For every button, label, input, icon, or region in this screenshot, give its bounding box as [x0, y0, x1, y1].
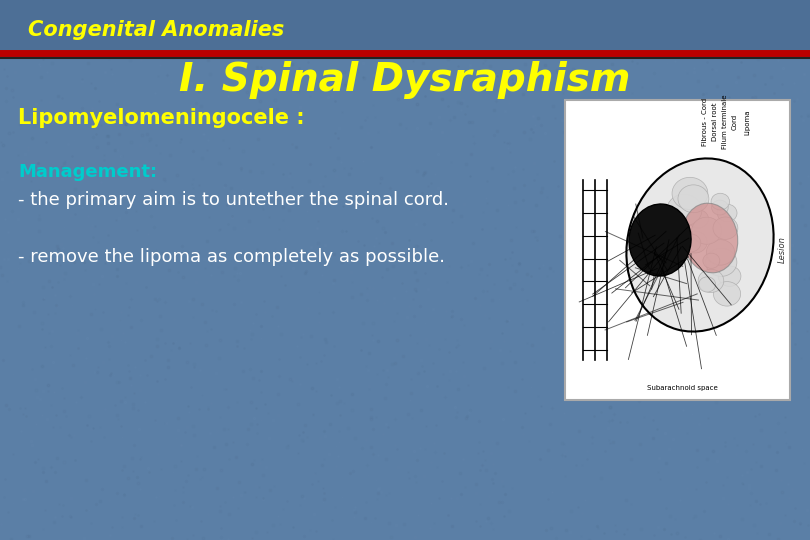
- Ellipse shape: [713, 217, 738, 239]
- Text: Subarachnoid space: Subarachnoid space: [646, 385, 718, 391]
- Ellipse shape: [681, 234, 701, 252]
- Text: Lipomyelomeningocele :: Lipomyelomeningocele :: [18, 108, 305, 128]
- Ellipse shape: [699, 277, 716, 292]
- Ellipse shape: [629, 204, 691, 276]
- Ellipse shape: [672, 177, 708, 210]
- Bar: [0, 0, 810, 50]
- Ellipse shape: [682, 203, 738, 273]
- Text: Congenital Anomalies: Congenital Anomalies: [28, 20, 284, 40]
- Text: Filum terminale: Filum terminale: [722, 94, 728, 149]
- Text: Cord: Cord: [732, 114, 738, 130]
- Ellipse shape: [714, 281, 740, 306]
- Ellipse shape: [667, 194, 702, 226]
- Ellipse shape: [718, 266, 741, 286]
- Ellipse shape: [712, 200, 728, 215]
- Ellipse shape: [717, 204, 737, 222]
- Text: I. Spinal Dysraphism: I. Spinal Dysraphism: [179, 61, 631, 99]
- Ellipse shape: [706, 240, 735, 265]
- Text: Lipoma: Lipoma: [744, 109, 750, 135]
- Text: - the primary aim is to untether the spinal cord.: - the primary aim is to untether the spi…: [18, 191, 449, 209]
- Ellipse shape: [683, 231, 707, 253]
- Ellipse shape: [706, 248, 737, 276]
- Text: Management:: Management:: [18, 163, 157, 181]
- Bar: [565, 100, 790, 400]
- Ellipse shape: [688, 210, 709, 228]
- Text: Fibrous - Cord: Fibrous - Cord: [702, 98, 708, 146]
- Text: Lesion: Lesion: [778, 237, 787, 264]
- Ellipse shape: [678, 185, 709, 213]
- Ellipse shape: [692, 217, 722, 244]
- Text: Dorsal root: Dorsal root: [712, 103, 718, 141]
- Ellipse shape: [703, 253, 720, 268]
- Ellipse shape: [698, 269, 724, 293]
- Ellipse shape: [626, 158, 774, 332]
- Text: - remove the lipoma as completely as possible.: - remove the lipoma as completely as pos…: [18, 248, 445, 266]
- Ellipse shape: [711, 193, 730, 210]
